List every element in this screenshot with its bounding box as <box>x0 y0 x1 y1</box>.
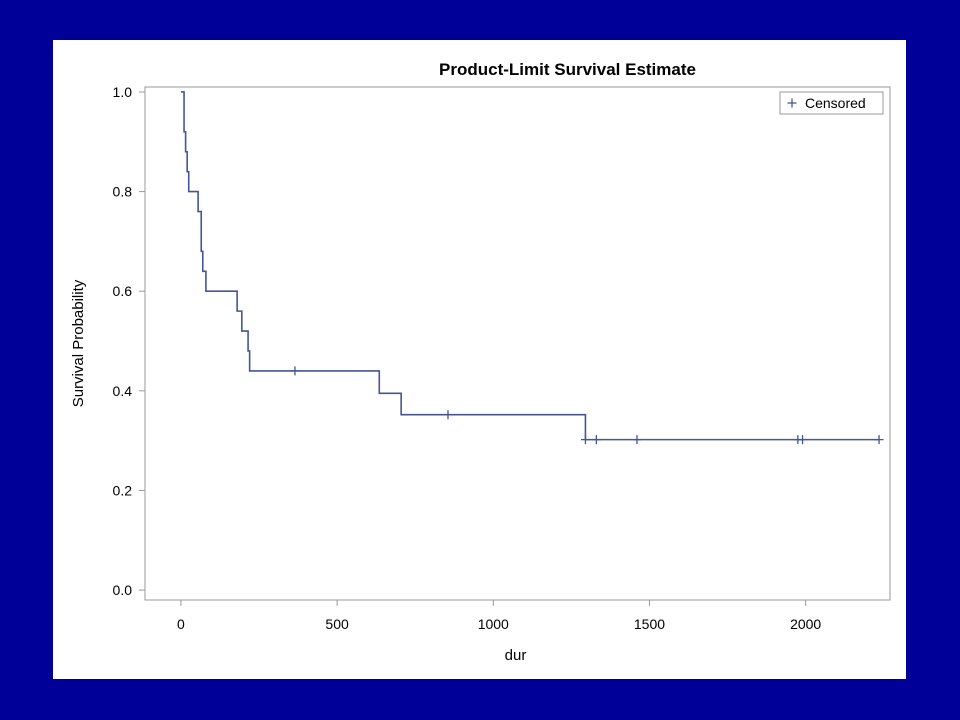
y-tick-label: 0.0 <box>113 582 133 598</box>
plot-frame <box>144 86 891 601</box>
y-tick-label: 0.6 <box>113 283 133 299</box>
survival-step-line <box>180 91 880 441</box>
y-axis-label: Survival Probability <box>70 279 87 407</box>
x-tick-label: 1000 <box>478 616 509 632</box>
x-tick-label: 0 <box>177 616 185 632</box>
x-axis-label: dur <box>505 647 527 664</box>
legend-censored-label: Censored <box>805 95 866 111</box>
y-tick-label: 0.8 <box>113 184 133 200</box>
y-tick-label: 1.0 <box>113 84 133 100</box>
censored-marker <box>798 435 808 445</box>
x-tick-label: 1500 <box>634 616 665 632</box>
censored-marker <box>580 435 590 445</box>
censored-marker <box>443 410 453 420</box>
legend-censored-marker <box>787 98 797 108</box>
censored-marker <box>874 435 884 445</box>
chart-panel: Product-Limit Survival Estimate 0.0 0.2 0.4… <box>53 40 906 679</box>
x-tick-label: 2000 <box>790 616 821 632</box>
y-tick-label: 0.2 <box>113 482 133 498</box>
censored-marker <box>632 435 642 445</box>
chart-title: Product-Limit Survival Estimate <box>439 60 696 79</box>
censored-marker <box>290 366 300 376</box>
x-tick-label: 500 <box>325 616 349 632</box>
legend-box <box>779 91 884 115</box>
censored-marker <box>591 435 601 445</box>
y-tick-label: 0.4 <box>113 383 133 399</box>
survival-chart: Product-Limit Survival Estimate 0.0 0.2 0.4… <box>70 60 891 664</box>
